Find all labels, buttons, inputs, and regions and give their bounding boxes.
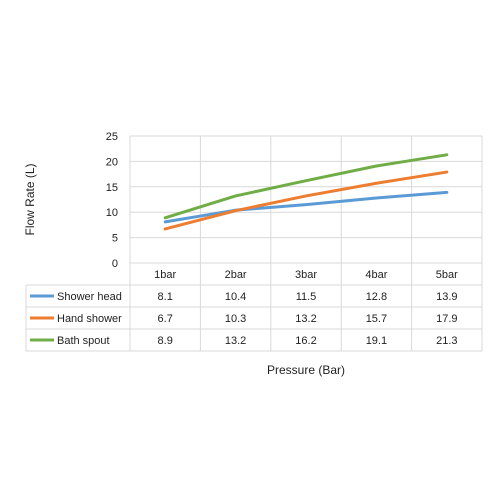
series-line <box>163 153 449 220</box>
grid-layer <box>129 135 483 264</box>
table-cell: 17.9 <box>436 313 457 325</box>
table-cell: 8.9 <box>158 335 173 347</box>
y-tick-label: 20 <box>106 156 118 168</box>
table-cell: 19.1 <box>366 335 387 347</box>
y-tick-label: 10 <box>106 207 118 219</box>
y-tick-label: 5 <box>112 233 118 245</box>
x-tick-label: 2bar <box>225 269 247 281</box>
table-cell: 10.3 <box>225 313 246 325</box>
series-layer <box>163 153 449 231</box>
table-cell: 10.4 <box>225 291 246 303</box>
x-tick-label: 5bar <box>436 269 458 281</box>
x-tick-label: 4bar <box>365 269 387 281</box>
table-cell: 13.2 <box>225 335 246 347</box>
y-tick-label: 0 <box>112 258 118 270</box>
x-axis-title: Pressure (Bar) <box>267 363 345 377</box>
y-axis-title: Flow Rate (L) <box>23 163 37 235</box>
table-cell: 12.8 <box>366 291 387 303</box>
table-cell: 8.1 <box>158 291 173 303</box>
y-tick-label: 15 <box>106 182 118 194</box>
table-cell: 11.5 <box>296 291 317 303</box>
label-layer: 0 5 10 15 20 25 1bar 2bar 3bar 4bar 5bar Shower hea… <box>57 131 458 347</box>
table-cell: 21.3 <box>436 335 457 347</box>
table-cell: 13.2 <box>295 313 316 325</box>
x-tick-label: 3bar <box>295 269 317 281</box>
legend-label: Bath spout <box>57 335 110 347</box>
data-table <box>25 263 483 352</box>
table-cell: 13.9 <box>436 291 457 303</box>
legend-label: Hand shower <box>57 313 122 325</box>
table-cell: 6.7 <box>158 313 173 325</box>
table-cell: 16.2 <box>295 335 316 347</box>
x-tick-label: 1bar <box>154 269 176 281</box>
table-cell: 15.7 <box>366 313 387 325</box>
y-tick-label: 25 <box>106 131 118 143</box>
legend-label: Shower head <box>57 291 122 303</box>
